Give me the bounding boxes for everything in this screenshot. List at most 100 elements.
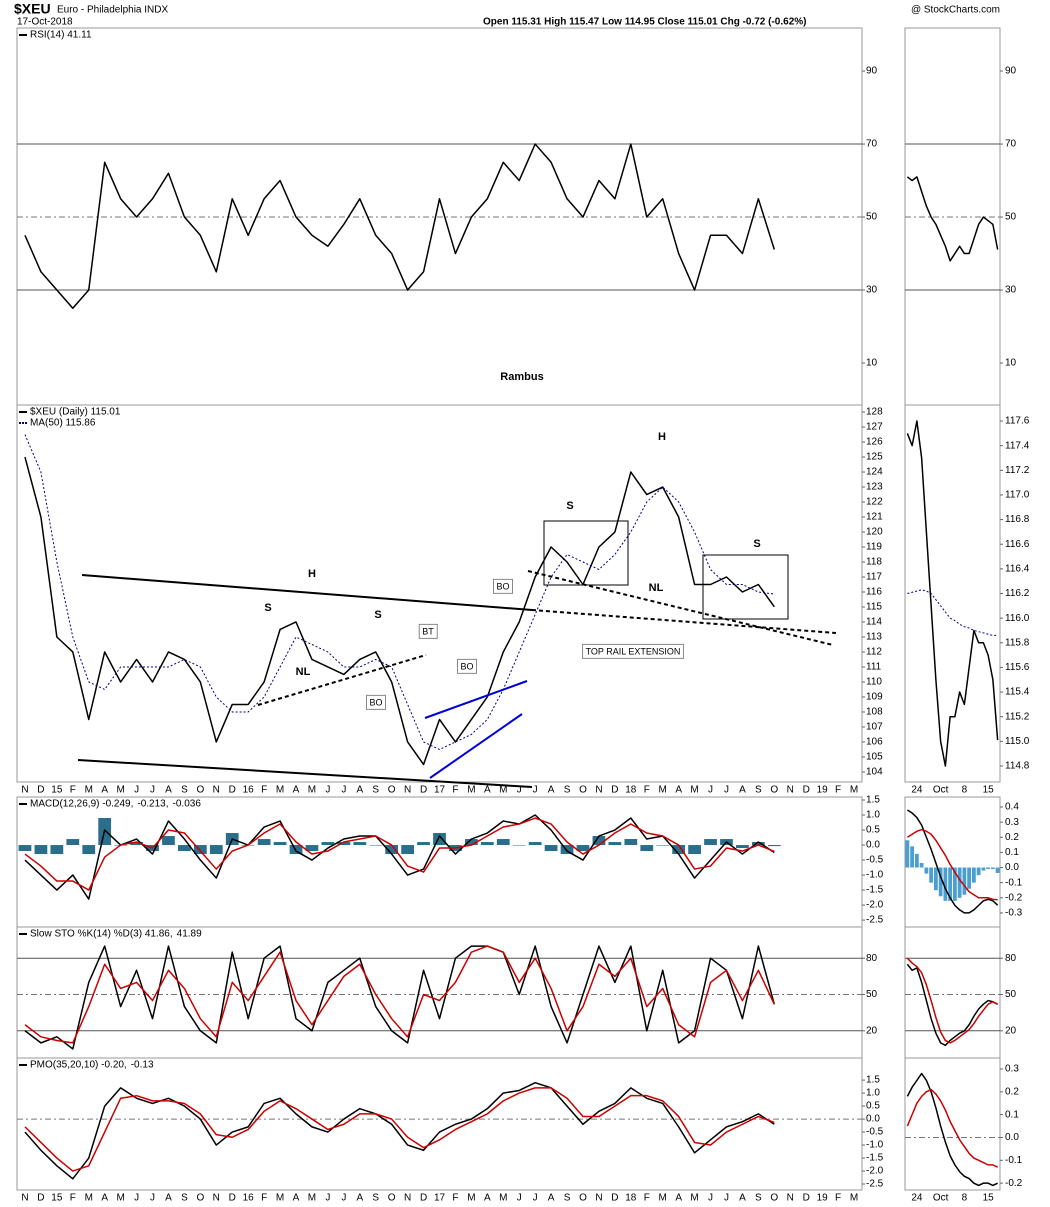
y-tick-label: -1.5 — [866, 1153, 884, 1164]
y-tick-label: 115.0 — [1005, 736, 1030, 747]
x-tick-label: A — [484, 785, 491, 796]
x-tick-label: A — [101, 785, 108, 796]
histogram-bar — [321, 842, 335, 846]
x-tick-label: S — [755, 785, 762, 796]
x-tick-label: F — [70, 1193, 76, 1204]
legend-label: Slow STO %K(14) %D(3) 41.86, — [30, 929, 173, 940]
x-tick-label: M — [116, 785, 124, 796]
panel-frame — [16, 1057, 863, 1191]
x-tick-label: 15 — [983, 785, 995, 796]
instrument-name: Euro - Philadelphia INDX — [57, 5, 168, 16]
pattern-box — [702, 554, 789, 620]
y-tick-label: 70 — [1005, 139, 1017, 150]
histogram-bar — [592, 836, 606, 846]
y-tick-label: -1.5 — [866, 885, 884, 896]
x-tick-label: M — [116, 1193, 124, 1204]
series-line — [906, 809, 999, 914]
histogram-bar — [433, 833, 446, 846]
annotation: BT — [422, 626, 434, 636]
x-tick-label: A — [739, 785, 746, 796]
x-tick-label: D — [803, 785, 810, 796]
top-rail — [81, 574, 533, 611]
x-tick-label: S — [181, 785, 188, 796]
annotation: NL — [649, 582, 664, 594]
x-tick-label: J — [517, 1193, 522, 1204]
pattern-box — [543, 520, 629, 586]
y-tick-label: -0.2 — [1005, 892, 1023, 903]
x-tick-label: D — [420, 785, 427, 796]
annotation: TOP RAIL EXTENSION — [586, 646, 681, 656]
y-tick-label: 90 — [1005, 66, 1017, 77]
annotation: BO — [460, 661, 473, 671]
y-tick-label: 126 — [866, 437, 883, 448]
x-tick-label: N — [213, 1193, 220, 1204]
series-line — [906, 828, 998, 901]
y-tick-label: 119 — [866, 542, 882, 553]
x-tick-label: J — [708, 785, 713, 796]
x-tick-label: A — [165, 1193, 172, 1204]
x-tick-label: F — [261, 785, 267, 796]
x-tick-label: A — [675, 1193, 682, 1204]
x-tick-label: O — [196, 1193, 204, 1204]
y-tick-label: 80 — [1005, 953, 1017, 964]
annotation-box — [492, 578, 514, 594]
series-line — [24, 434, 775, 750]
histogram-bar — [656, 845, 670, 846]
y-tick-label: 107 — [866, 722, 883, 733]
y-tick-label: 117.2 — [1005, 465, 1030, 476]
x-tick-label: J — [134, 785, 139, 796]
series-line — [906, 1088, 998, 1168]
x-tick-label: N — [787, 1193, 794, 1204]
y-tick-label: 117 — [866, 572, 882, 583]
series-line — [24, 456, 775, 766]
y-tick-label: 1.5 — [866, 795, 880, 806]
panel-frame — [904, 1057, 1001, 1191]
y-tick-label: 0.1 — [1005, 847, 1019, 858]
y-tick-label: 1.0 — [866, 810, 880, 821]
histogram-bar — [305, 845, 319, 852]
histogram-bar — [736, 845, 749, 849]
y-tick-label: 104 — [866, 767, 883, 778]
x-tick-label: D — [37, 785, 44, 796]
x-tick-label: 17 — [434, 785, 446, 796]
annotation: S — [374, 609, 381, 621]
x-tick-label: N — [21, 785, 28, 796]
x-tick-label: 19 — [817, 1193, 829, 1204]
y-tick-label: 0.2 — [1005, 1086, 1019, 1097]
x-tick-label: J — [533, 785, 538, 796]
y-tick-label: 70 — [866, 139, 878, 150]
x-tick-label: N — [787, 785, 794, 796]
series-line — [906, 963, 998, 1047]
y-tick-label: 30 — [1005, 285, 1017, 296]
y-tick-label: 10 — [1005, 358, 1017, 369]
y-tick-label: 115.6 — [1005, 662, 1030, 673]
y-tick-label: -1.0 — [866, 870, 884, 881]
x-tick-label: O — [579, 785, 587, 796]
y-tick-label: 122 — [866, 497, 883, 508]
x-tick-label: O — [770, 1193, 778, 1204]
y-tick-label: 125 — [866, 452, 883, 463]
x-tick-label: M — [308, 1193, 316, 1204]
legend-label: MA(50) 115.86 — [30, 418, 96, 429]
y-tick-label: 123 — [866, 482, 883, 493]
x-tick-label: M — [690, 785, 698, 796]
x-tick-label: 15 — [983, 1193, 995, 1204]
x-tick-label: M — [467, 1193, 475, 1204]
histogram-bar — [967, 867, 972, 889]
legend-label: MACD(12,26,9) -0.249, — [30, 799, 133, 810]
date: 17-Oct-2018 — [17, 17, 73, 28]
y-tick-label: 50 — [1005, 212, 1017, 223]
legend-label: -0.213, — [137, 799, 168, 810]
x-tick-label: M — [85, 1193, 93, 1204]
x-tick-label: J — [724, 785, 729, 796]
series-line — [907, 589, 998, 636]
x-tick-label: M — [850, 785, 858, 796]
x-tick-label: D — [803, 1193, 810, 1204]
histogram-bar — [971, 867, 976, 883]
y-tick-label: 116.2 — [1005, 588, 1030, 599]
x-tick-label: N — [404, 785, 411, 796]
histogram-bar — [82, 845, 96, 855]
y-tick-label: -0.1 — [1005, 1155, 1023, 1166]
legend-label: $XEU (Daily) 115.01 — [30, 407, 121, 418]
